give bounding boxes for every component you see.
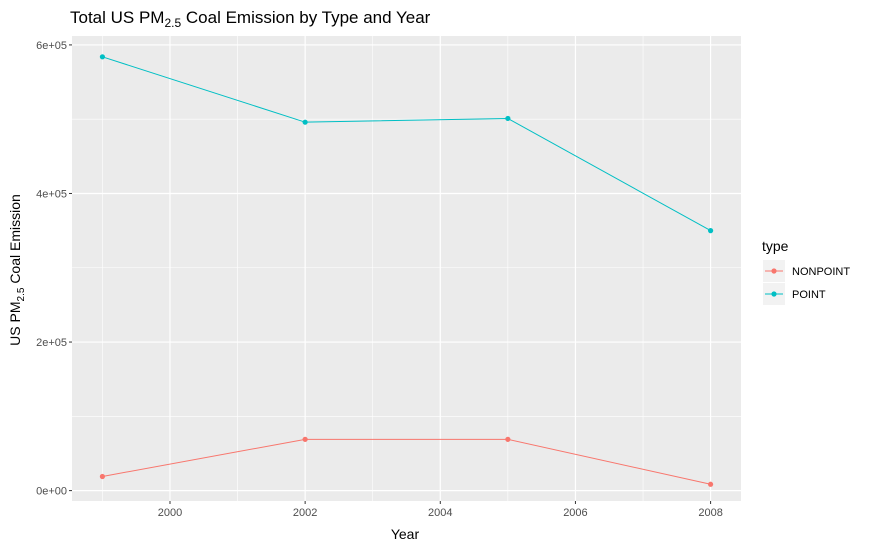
y-axis-title: US PM2.5 Coal Emission: [7, 194, 27, 346]
x-tick-label: 2000: [158, 507, 182, 519]
y-tick-label: 0e+00: [36, 486, 67, 498]
legend: type NONPOINT POINT: [762, 238, 850, 305]
y-tick-label: 6e+05: [36, 40, 67, 52]
data-point-nonpoint: [99, 473, 106, 480]
x-axis-title: Year: [391, 526, 420, 542]
legend-key-point-nonpoint: [771, 268, 777, 274]
series-line-nonpoint: [102, 438, 711, 485]
major-gridlines: [72, 36, 741, 501]
data-point-point: [505, 115, 511, 122]
chart-title: Total US PM2.5 Coal Emission by Type and…: [70, 8, 431, 30]
plot-panel: [72, 36, 741, 501]
data-point-nonpoint: [505, 436, 511, 442]
x-axis: 2000 2002 2004 2006 2008: [158, 501, 723, 519]
minor-gridlines: [72, 36, 741, 501]
data-point-point: [302, 119, 308, 125]
series-point: [99, 54, 714, 234]
y-axis: 0e+00 2e+05 4e+05 6e+05: [36, 40, 72, 498]
legend-key-point-point: [771, 291, 777, 297]
data-point-nonpoint: [707, 481, 714, 487]
legend-label-nonpoint: NONPOINT: [792, 266, 850, 278]
x-tick-label: 2008: [698, 507, 722, 519]
x-tick-label: 2006: [563, 507, 587, 519]
data-point-point: [707, 228, 714, 234]
series-layer: [99, 54, 714, 487]
legend-title: type: [762, 238, 789, 254]
series-nonpoint: [99, 436, 714, 487]
data-point-nonpoint: [302, 436, 308, 442]
y-tick-label: 2e+05: [36, 337, 67, 349]
y-tick-label: 4e+05: [36, 188, 67, 200]
x-tick-label: 2004: [428, 507, 452, 519]
data-point-point: [99, 54, 106, 60]
series-line-point: [102, 56, 711, 232]
legend-label-point: POINT: [792, 289, 826, 301]
x-tick-label: 2002: [293, 507, 317, 519]
